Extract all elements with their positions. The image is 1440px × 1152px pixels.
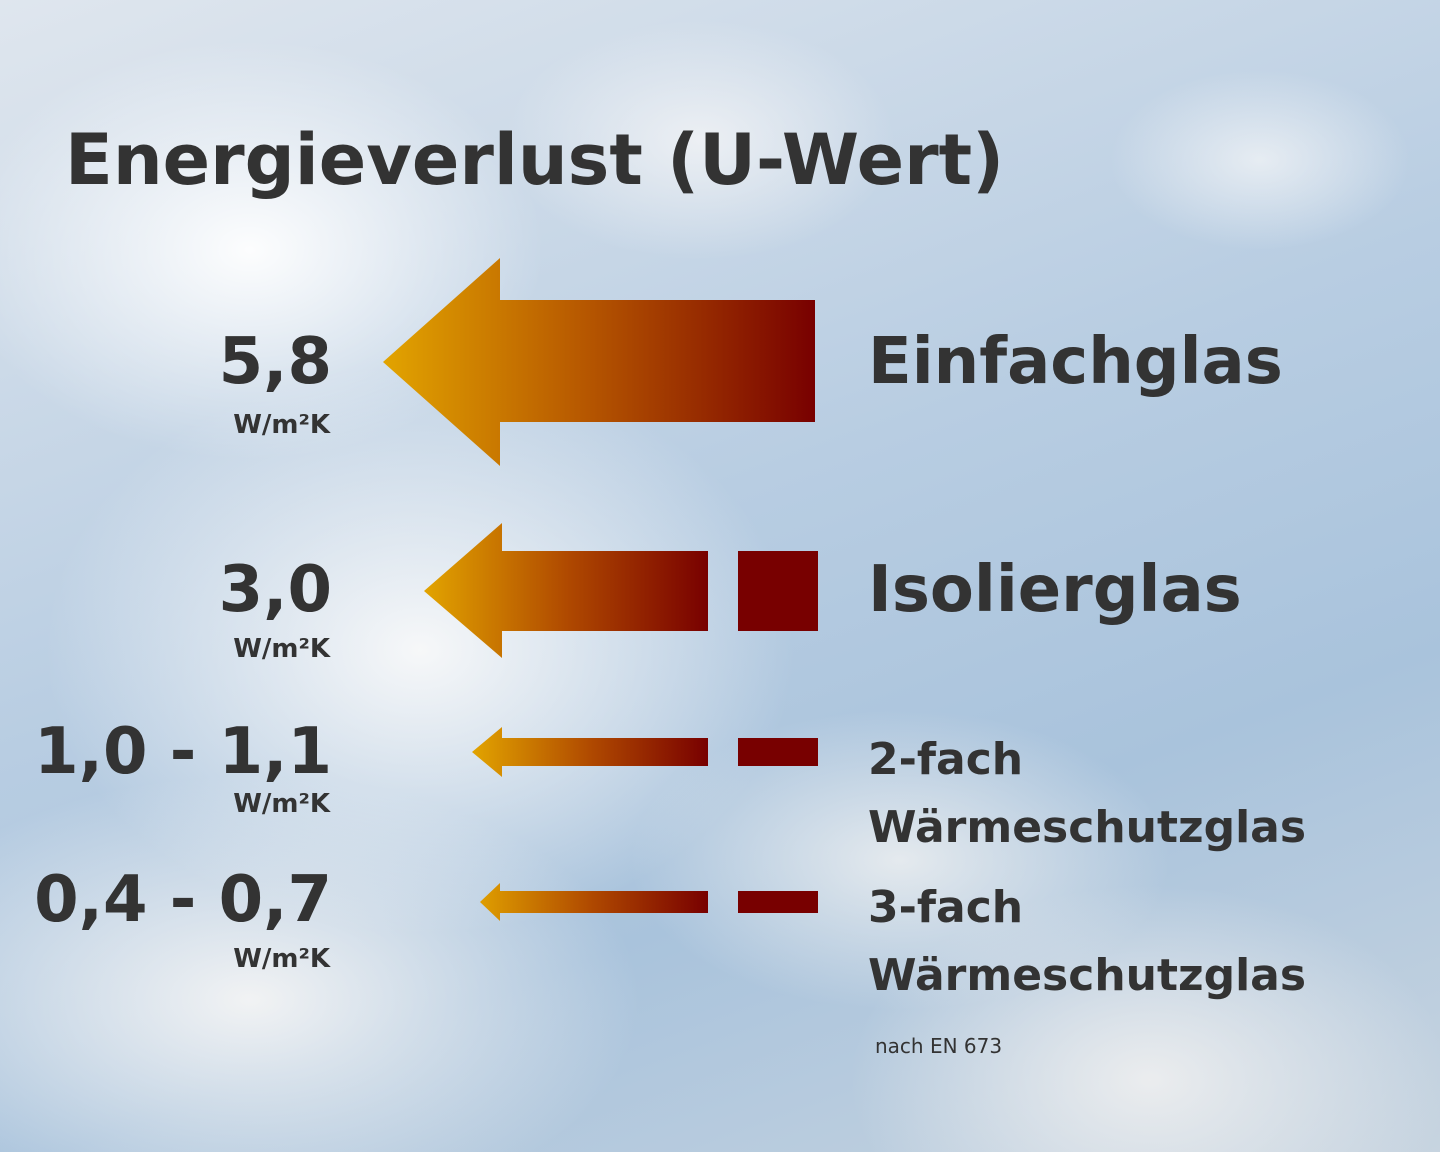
footnote: nach EN 673 [875, 1034, 1003, 1058]
arrow-dash [738, 551, 818, 631]
title: Energieverlust (U-Wert) [65, 119, 1005, 201]
arrow [383, 258, 815, 466]
u-value: 0,4 - 0,7 [34, 863, 332, 937]
arrow [472, 727, 708, 777]
u-value: 1,0 - 1,1 [34, 715, 332, 789]
unit: W/m²K [233, 634, 330, 664]
glass-label: Einfachglas [868, 325, 1283, 399]
unit: W/m²K [233, 944, 330, 974]
glass-label: Isolierglas [868, 553, 1242, 627]
glass-label: 3-fach Wärmeschutzglas [868, 882, 1307, 1001]
unit: W/m²K [233, 410, 330, 440]
arrow-dash [738, 891, 818, 913]
arrow [424, 523, 708, 658]
arrow-dash [738, 738, 818, 766]
u-value: 3,0 [218, 553, 332, 627]
u-value: 5,8 [218, 325, 332, 399]
unit: W/m²K [233, 789, 330, 819]
arrow [480, 883, 708, 921]
glass-label: 2-fach Wärmeschutzglas [868, 734, 1307, 853]
